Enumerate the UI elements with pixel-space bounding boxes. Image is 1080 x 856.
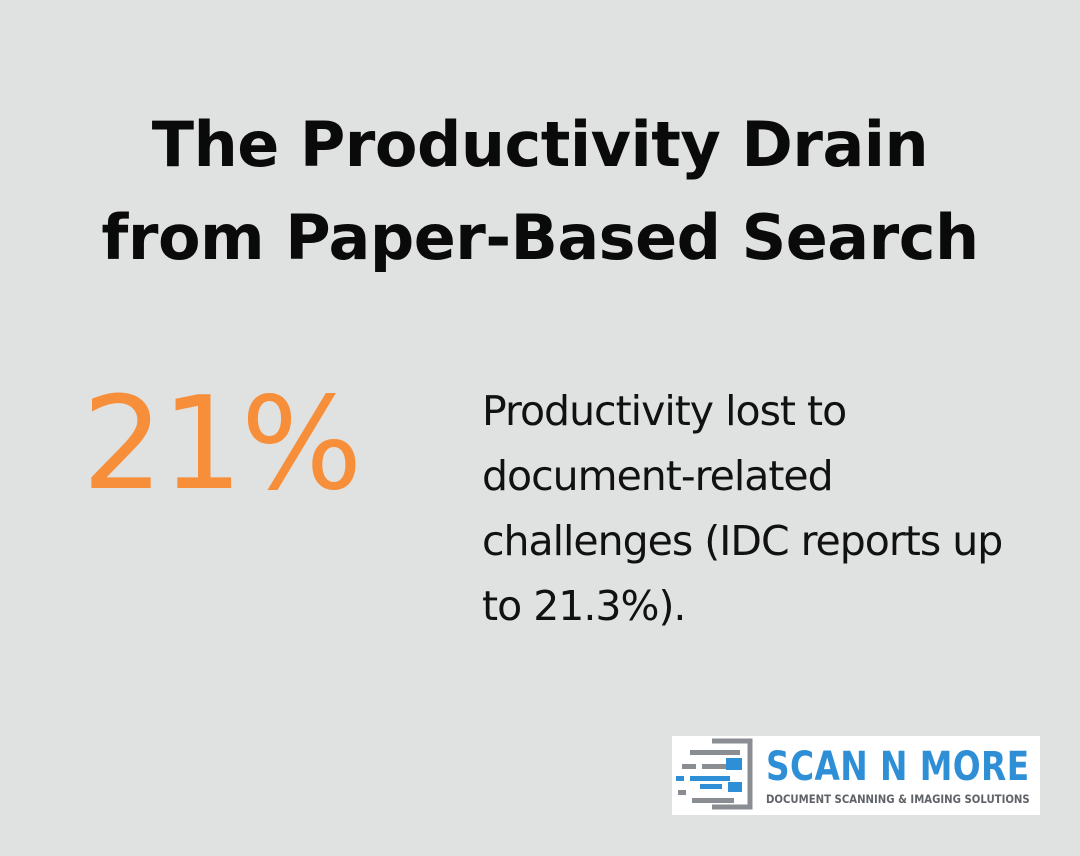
title-line-2: from Paper-Based Search <box>101 201 979 274</box>
stat-value: 21% <box>82 370 362 519</box>
company-logo: SCAN N MORE DOCUMENT SCANNING & IMAGING … <box>672 736 1040 815</box>
logo-name: SCAN N MORE <box>766 744 1030 790</box>
stat-description: Productivity lost to document-related ch… <box>482 387 1003 630</box>
page-title: The Productivity Drain from Paper-Based … <box>0 98 1080 284</box>
logo-tagline: DOCUMENT SCANNING & IMAGING SOLUTIONS <box>766 792 1030 806</box>
scanner-lines-icon <box>676 738 753 810</box>
title-line-1: The Productivity Drain <box>151 108 929 181</box>
